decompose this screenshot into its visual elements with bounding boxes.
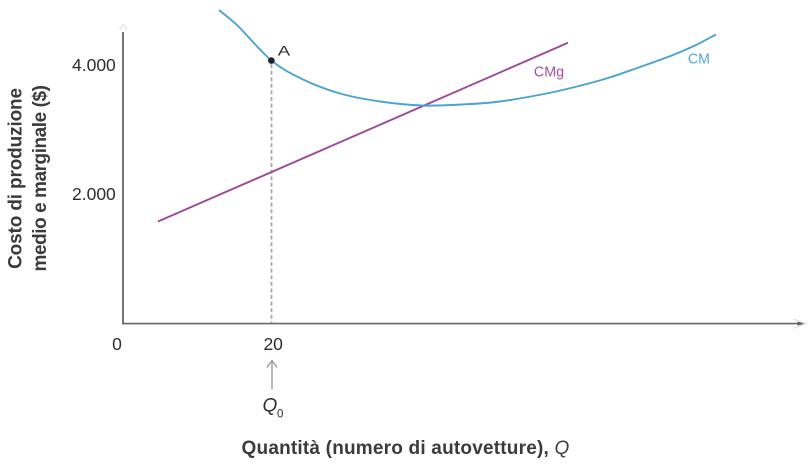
svg-text:0: 0: [277, 409, 283, 421]
svg-text:4.000: 4.000: [72, 55, 116, 75]
svg-text:CMg: CMg: [534, 65, 564, 81]
svg-text:20: 20: [263, 334, 283, 354]
svg-text:2.000: 2.000: [72, 184, 116, 204]
svg-text:Quantità (numero di autovettur: Quantità (numero di autovetture), Q: [242, 438, 570, 459]
svg-text:0: 0: [112, 334, 122, 354]
svg-text:Costo di produzione: Costo di produzione: [6, 88, 27, 269]
svg-text:medio e marginale ($): medio e marginale ($): [30, 85, 51, 271]
svg-text:CM: CM: [688, 52, 710, 68]
svg-text:A: A: [278, 44, 290, 59]
svg-text:Q: Q: [263, 396, 278, 417]
